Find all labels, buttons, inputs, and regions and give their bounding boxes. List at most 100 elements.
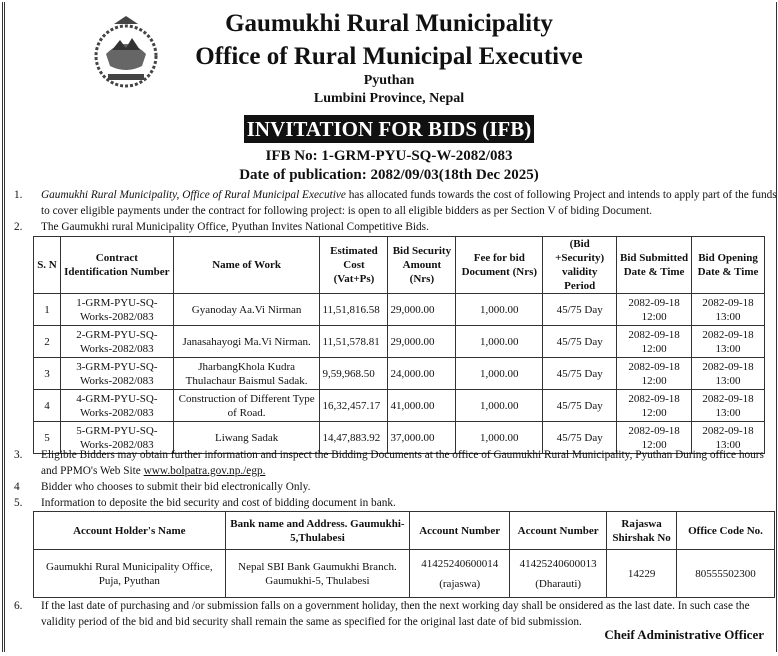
paragraph-text: Information to deposite the bid security…: [41, 497, 396, 509]
cell-validity: 45/75 Day: [542, 325, 618, 358]
table-row: 1 1-GRM-PYU-SQ-Works-2082/083 Gyanoday Aa.…: [33, 293, 765, 326]
table-header-row: Account Holder's Name Bank name and Addr…: [33, 511, 775, 550]
header-account-number-2: Account Number: [509, 511, 608, 550]
cell-contract-id: 1-GRM-PYU-SQ-Works-2082/083: [59, 293, 174, 326]
italic-text: Gaumukhi Rural Municipality, Office of R…: [41, 189, 346, 201]
table-row: 2 2-GRM-PYU-SQ-Works-2082/083 Janasahayogi…: [33, 325, 765, 358]
header-bank: Bank name and Address. Gaumukhi-5,Thulab…: [224, 511, 411, 550]
header-sn: S. N: [33, 236, 61, 294]
item-number: 5.: [14, 497, 23, 509]
cell-sn: 4: [33, 389, 61, 422]
paragraph-text: If the last date of purchasing and /or s…: [41, 600, 750, 628]
paragraph-2: 2. The Gaumukhi rural Municipality Offic…: [14, 219, 778, 235]
account-number-rajaswa: 41425240600014 (rajaswa): [409, 549, 511, 598]
cell-contract-id: 4-GRM-PYU-SQ-Works-2082/083: [59, 389, 174, 422]
district: Pyuthan: [363, 73, 415, 88]
header-account-holder: Account Holder's Name: [33, 511, 226, 550]
header-validity: (Bid +Security) validity Period: [542, 236, 618, 294]
municipality-title: Gaumukhi Rural Municipality: [225, 10, 553, 37]
item-number: 2.: [14, 221, 23, 233]
account-holder: Gaumukhi Rural Municipality Office, Puja…: [33, 549, 226, 598]
cell-contract-id: 2-GRM-PYU-SQ-Works-2082/083: [59, 325, 174, 358]
paragraph-text: has allocated funds towards the cost of …: [41, 189, 777, 217]
table-row: 3 3-GRM-PYU-SQ-Works-2082/083 JharbangKhol…: [33, 357, 765, 390]
cell-submitted: 2082-09-18 12:00: [616, 421, 693, 454]
cell-opening: 2082-09-18 13:00: [691, 421, 765, 454]
account-number-dharauti: 41425240600013 (Dharauti): [509, 549, 608, 598]
cell-estimated-cost: 14,47,883.92: [319, 421, 389, 454]
cell-sn: 2: [33, 325, 61, 358]
paragraph-4: 4 Bidder who chooses to submit their bid…: [14, 479, 778, 495]
cell-name-of-work: Construction of Different Type of Road.: [172, 389, 321, 422]
paragraph-text: The Gaumukhi rural Municipality Office, …: [41, 221, 429, 233]
cell-estimated-cost: 16,32,457.17: [319, 389, 389, 422]
item-number: 6.: [14, 600, 23, 612]
cell-estimated-cost: 11,51,578.81: [319, 325, 389, 358]
paragraph-1: 1. Gaumukhi Rural Municipality, Office o…: [14, 187, 778, 219]
paragraph-3: 3. Eligible Bidders may obtain further i…: [14, 447, 778, 479]
paragraph-text: Eligible Bidders may obtain further info…: [41, 449, 764, 477]
cell-fee: 1,000.00: [455, 421, 544, 454]
cell-bid-security: 37,000.00: [387, 421, 457, 454]
table-header-row: S. N Contract Identification Number Name…: [33, 236, 765, 294]
table-row: 5 5-GRM-PYU-SQ-Works-2082/083 Liwang Sadak…: [33, 421, 765, 454]
account-type: (rajaswa): [439, 577, 481, 590]
cell-validity: 45/75 Day: [542, 421, 618, 454]
ifb-banner: INVITATION FOR BIDS (IFB): [244, 115, 534, 143]
header-name-of-work: Name of Work: [172, 236, 321, 294]
header-submitted: Bid Submitted Date & Time: [616, 236, 693, 294]
cell-opening: 2082-09-18 13:00: [691, 389, 765, 422]
account-type: (Dharauti): [535, 577, 582, 590]
bolpatra-link[interactable]: www.bolpatra.gov.np./egp.: [143, 465, 266, 477]
cell-bid-security: 41,000.00: [387, 389, 457, 422]
paragraph-text: Bidder who chooses to submit their bid e…: [41, 481, 311, 493]
cell-name-of-work: Gyanoday Aa.Vi Nirman: [172, 293, 321, 326]
account-number: 41425240600014: [421, 557, 499, 570]
bank-name: Nepal SBI Bank Gaumukhi Branch. Gaumukhi…: [224, 549, 411, 598]
cell-fee: 1,000.00: [455, 389, 544, 422]
cell-name-of-work: JharbangKhola Kudra Thulachaur Baismul S…: [172, 357, 321, 390]
cell-sn: 3: [33, 357, 61, 390]
ifb-number: IFB No: 1-GRM-PYU-SQ-W-2082/083: [265, 148, 513, 164]
province: Lumbini Province, Nepal: [313, 91, 465, 106]
cell-submitted: 2082-09-18 12:00: [616, 325, 693, 358]
item-number: 4: [14, 481, 20, 493]
bids-table: S. N Contract Identification Number Name…: [33, 236, 765, 454]
cell-opening: 2082-09-18 13:00: [691, 293, 765, 326]
cell-sn: 5: [33, 421, 61, 454]
header-office-code: Office Code No.: [676, 511, 775, 550]
cell-fee: 1,000.00: [455, 325, 544, 358]
office-title: Office of Rural Municipal Executive: [195, 43, 583, 70]
table-row: Gaumukhi Rural Municipality Office, Puja…: [33, 549, 775, 598]
cell-name-of-work: Liwang Sadak: [172, 421, 321, 454]
header-estimated-cost: Estimated Cost (Vat+Ps): [319, 236, 389, 294]
cell-sn: 1: [33, 293, 61, 326]
cell-bid-security: 29,000.00: [387, 325, 457, 358]
nepal-emblem-icon: [94, 16, 158, 88]
cell-estimated-cost: 11,51,816.58: [319, 293, 389, 326]
header-bid-security: Bid Security Amount (Nrs): [387, 236, 457, 294]
cell-name-of-work: Janasahayogi Ma.Vi Nirman.: [172, 325, 321, 358]
signature: Cheif Administrative Officer: [604, 627, 764, 642]
bank-table: Account Holder's Name Bank name and Addr…: [33, 511, 775, 598]
cell-opening: 2082-09-18 13:00: [691, 325, 765, 358]
cell-bid-security: 29,000.00: [387, 293, 457, 326]
cell-submitted: 2082-09-18 12:00: [616, 357, 693, 390]
cell-estimated-cost: 9,59,968.50: [319, 357, 389, 390]
cell-validity: 45/75 Day: [542, 293, 618, 326]
header-rajaswa: Rajaswa Shirshak No: [606, 511, 678, 550]
cell-submitted: 2082-09-18 12:00: [616, 293, 693, 326]
item-number: 3.: [14, 449, 23, 461]
header-account-number: Account Number: [409, 511, 511, 550]
table-row: 4 4-GRM-PYU-SQ-Works-2082/083 Construction…: [33, 389, 765, 422]
cell-validity: 45/75 Day: [542, 357, 618, 390]
cell-submitted: 2082-09-18 12:00: [616, 389, 693, 422]
item-number: 1.: [14, 189, 23, 201]
account-number: 41425240600013: [519, 557, 597, 570]
header-fee: Fee for bid Document (Nrs): [455, 236, 544, 294]
cell-contract-id: 3-GRM-PYU-SQ-Works-2082/083: [59, 357, 174, 390]
header-opening: Bid Opening Date & Time: [691, 236, 765, 294]
cell-fee: 1,000.00: [455, 357, 544, 390]
cell-validity: 45/75 Day: [542, 389, 618, 422]
